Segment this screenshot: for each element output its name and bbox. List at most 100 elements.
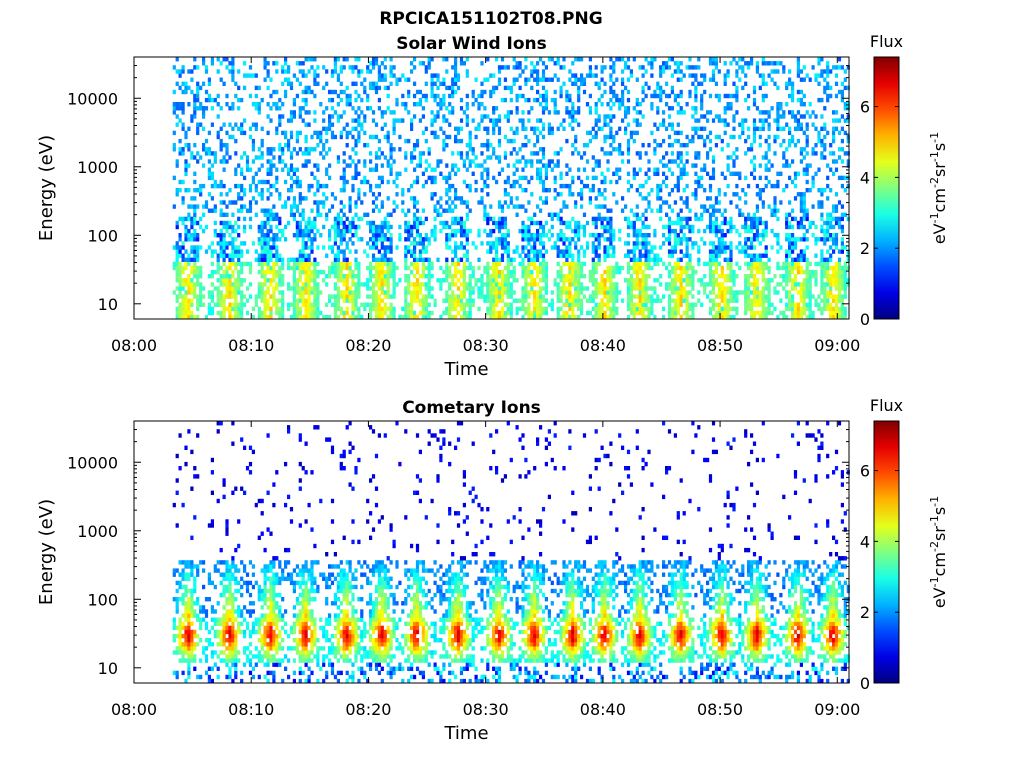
flux-cell <box>676 93 680 99</box>
flux-cell <box>591 290 595 295</box>
flux-cell <box>662 138 666 144</box>
flux-cell <box>278 314 282 320</box>
flux-cell <box>559 249 563 254</box>
flux-cell <box>413 253 417 258</box>
flux-cell <box>468 143 472 148</box>
flux-cell <box>544 77 548 82</box>
flux-cell <box>747 245 751 250</box>
flux-cell <box>298 110 302 115</box>
flux-cell <box>512 77 516 82</box>
flux-cell <box>524 134 528 140</box>
flux-cell <box>392 110 396 115</box>
flux-cell <box>524 143 528 148</box>
flux-cell <box>260 274 264 279</box>
flux-cell <box>295 282 299 287</box>
flux-cell <box>216 269 220 275</box>
flux-cell <box>354 298 358 303</box>
flux-cell <box>750 253 754 258</box>
flux-cell <box>726 261 730 267</box>
flux-cell <box>489 278 493 283</box>
flux-cell <box>624 110 628 115</box>
flux-cell <box>647 257 651 262</box>
flux-cell <box>360 237 364 242</box>
flux-cell <box>720 274 724 279</box>
flux-cell <box>304 220 308 226</box>
flux-cell <box>676 278 680 283</box>
flux-cell <box>703 77 707 82</box>
flux-cell <box>670 208 674 213</box>
flux-cell <box>629 220 633 226</box>
flux-cell <box>682 298 686 303</box>
flux-cell <box>527 159 531 164</box>
flux-cell <box>536 249 540 254</box>
flux-cell <box>606 294 610 299</box>
flux-cell <box>272 216 276 222</box>
flux-cell <box>351 298 355 303</box>
flux-cell <box>272 147 276 152</box>
flux-cell <box>711 253 716 258</box>
flux-cell <box>199 298 203 303</box>
flux-cell <box>465 106 469 111</box>
flux-cell <box>310 183 314 189</box>
flux-cell <box>577 151 581 156</box>
flux-cell <box>521 188 525 193</box>
flux-cell <box>354 257 358 262</box>
flux-cell <box>454 73 458 78</box>
flux-cell <box>304 151 308 156</box>
flux-cell <box>260 314 264 320</box>
flux-cell <box>497 138 502 144</box>
flux-cell <box>219 278 223 283</box>
flux-cell <box>536 306 540 312</box>
flux-cell <box>726 228 730 234</box>
flux-cell <box>342 253 346 258</box>
flux-cell <box>685 306 689 312</box>
flux-cell <box>395 265 399 271</box>
flux-cell <box>656 126 660 131</box>
flux-cell <box>462 159 466 164</box>
flux-cell <box>339 294 343 299</box>
flux-cell <box>676 298 680 303</box>
flux-cell <box>524 208 528 213</box>
flux-cell <box>436 159 440 164</box>
flux-cell <box>380 220 384 226</box>
flux-cell <box>339 114 343 119</box>
flux-cell <box>509 200 513 205</box>
flux-cell <box>497 237 502 242</box>
flux-cell <box>345 102 349 107</box>
flux-cell <box>706 282 710 287</box>
flux-cell <box>442 224 446 230</box>
flux-cell <box>703 208 707 213</box>
flux-cell <box>708 274 713 279</box>
flux-cell <box>301 216 305 222</box>
flux-cell <box>536 159 540 164</box>
flux-cell <box>407 282 411 287</box>
flux-cell <box>729 241 733 246</box>
flux-cell <box>231 69 235 74</box>
flux-cell <box>360 282 364 287</box>
flux-cell <box>415 286 420 291</box>
flux-cell <box>287 196 291 201</box>
flux-cell <box>650 298 654 303</box>
flux-cell <box>559 208 563 213</box>
flux-cell <box>612 253 616 258</box>
flux-cell <box>635 278 639 283</box>
flux-cell <box>257 290 261 295</box>
flux-cell <box>287 261 291 267</box>
flux-cell <box>697 134 701 140</box>
flux-cell <box>424 245 428 250</box>
flux-cell <box>301 245 305 250</box>
flux-cell <box>254 73 258 78</box>
flux-cell <box>503 265 507 271</box>
flux-cell <box>609 290 613 295</box>
flux-cell <box>178 261 182 267</box>
flux-cell <box>738 65 742 70</box>
flux-cell <box>559 286 563 291</box>
flux-cell <box>606 306 610 312</box>
flux-cell <box>371 61 376 66</box>
flux-cell <box>747 306 751 312</box>
flux-cell <box>714 278 718 283</box>
flux-cell <box>330 97 335 103</box>
flux-cell <box>415 290 420 295</box>
flux-cell <box>389 163 393 168</box>
flux-cell <box>430 110 434 115</box>
